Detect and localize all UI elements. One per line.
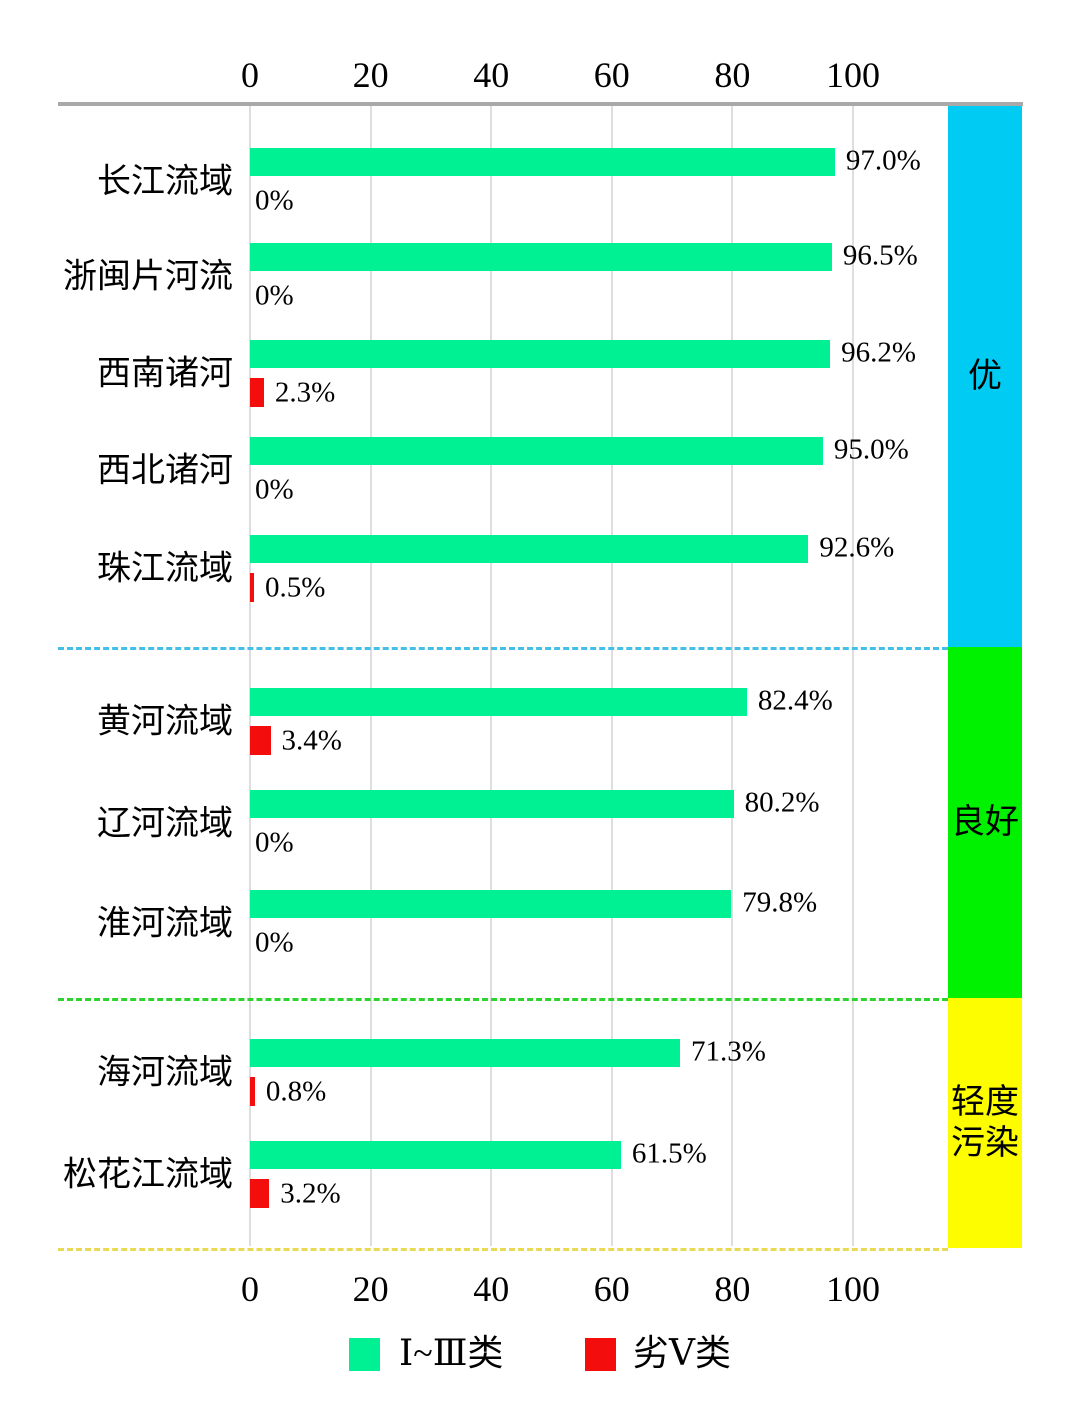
value-label-class-1-3: 96.2%	[841, 336, 916, 369]
river-label: 海河流域	[97, 1054, 233, 1092]
bottom-axis-tick-60: 60	[593, 1269, 630, 1309]
value-label-inferior-5: 0%	[255, 826, 294, 858]
river-label: 珠江流域	[97, 550, 233, 588]
bar-inferior-5	[250, 573, 254, 602]
separator-dash-1	[58, 647, 948, 650]
value-label-class-1-3: 82.4%	[757, 684, 833, 717]
river-label: 淮河流域	[97, 905, 233, 943]
value-label-inferior-5: 2.3%	[274, 376, 336, 408]
top-axis-tick-0: 0	[241, 55, 259, 95]
river-label: 辽河流域	[97, 805, 233, 843]
bar-inferior-5	[250, 1179, 270, 1208]
band-label-line-1: 优	[968, 357, 1002, 395]
bar-class-1-3	[250, 790, 734, 818]
bar-inferior-5	[250, 378, 264, 407]
bar-class-1-3	[250, 1141, 621, 1169]
top-axis-tick-20: 20	[352, 55, 389, 95]
gridline-40	[490, 106, 493, 1246]
legend-swatch-class-1-3-icon	[349, 1338, 380, 1371]
value-label-inferior-5: 0%	[255, 184, 294, 216]
bar-class-1-3	[250, 243, 832, 271]
bar-inferior-5	[250, 726, 271, 755]
bottom-axis-tick-20: 20	[352, 1269, 389, 1309]
separator-dash-2	[58, 998, 948, 1001]
gridline-20	[369, 106, 372, 1246]
band-label-line-1: 良好	[951, 803, 1019, 841]
band-1: 优	[948, 106, 1022, 647]
value-label-class-1-3: 61.5%	[631, 1137, 707, 1170]
bar-inferior-5	[250, 1077, 255, 1106]
top-axis-tick-80: 80	[714, 55, 751, 95]
legend-label-class-1-3: Ⅰ~Ⅲ类	[399, 1333, 504, 1373]
river-label: 西北诸河	[97, 452, 233, 490]
value-label-class-1-3: 71.3%	[690, 1035, 766, 1068]
value-label-inferior-5: 3.2%	[280, 1177, 341, 1209]
river-label: 长江流域	[97, 163, 233, 201]
value-label-inferior-5: 0%	[255, 279, 294, 311]
bottom-axis-tick-40: 40	[473, 1269, 510, 1309]
bar-class-1-3	[250, 890, 732, 918]
river-label: 松花江流域	[63, 1156, 233, 1194]
bar-class-1-3	[250, 688, 747, 716]
river-label: 西南诸河	[97, 355, 233, 393]
value-label-class-1-3: 80.2%	[744, 786, 820, 819]
separator-dash-3	[58, 1248, 948, 1251]
gridline-100	[852, 106, 854, 1246]
value-label-class-1-3: 92.6%	[819, 531, 895, 564]
value-label-class-1-3: 96.5%	[842, 239, 918, 272]
gridline-60	[610, 106, 613, 1246]
bar-class-1-3	[250, 437, 823, 465]
bar-class-1-3	[250, 148, 835, 176]
bar-class-1-3	[250, 1039, 680, 1067]
value-label-inferior-5: 0.5%	[265, 571, 326, 603]
value-label-inferior-5: 0.8%	[265, 1075, 327, 1107]
band-3: 轻度 污染	[948, 998, 1022, 1248]
band-label-line-2: 污染	[951, 1125, 1019, 1162]
river-label: 黄河流域	[97, 703, 233, 741]
bar-class-1-3	[250, 535, 809, 563]
top-axis-tick-60: 60	[593, 55, 630, 95]
value-label-class-1-3: 95.0%	[833, 433, 909, 466]
bar-class-1-3	[250, 340, 831, 368]
gridline-80	[731, 106, 734, 1246]
value-label-inferior-5: 0%	[255, 926, 294, 958]
top-axis-tick-40: 40	[473, 55, 510, 95]
gridline-0	[249, 106, 251, 1246]
top-axis-tick-100: 100	[826, 55, 880, 95]
value-label-class-1-3: 97.0%	[845, 144, 921, 177]
band-label-line-1: 轻度	[951, 1083, 1019, 1121]
bottom-axis-tick-0: 0	[241, 1269, 259, 1309]
legend-label-inferior-5: 劣Ⅴ类	[633, 1333, 731, 1373]
legend-swatch-inferior-5-icon	[585, 1338, 616, 1371]
top-axis-line	[58, 102, 1023, 106]
bottom-axis-tick-100: 100	[826, 1269, 880, 1309]
river-label: 浙闽片河流	[63, 258, 233, 296]
value-label-class-1-3: 79.8%	[742, 886, 818, 919]
value-label-inferior-5: 3.4%	[281, 724, 342, 756]
bottom-axis-tick-80: 80	[714, 1269, 751, 1309]
band-2: 良好	[948, 647, 1022, 998]
value-label-inferior-5: 0%	[255, 473, 294, 505]
